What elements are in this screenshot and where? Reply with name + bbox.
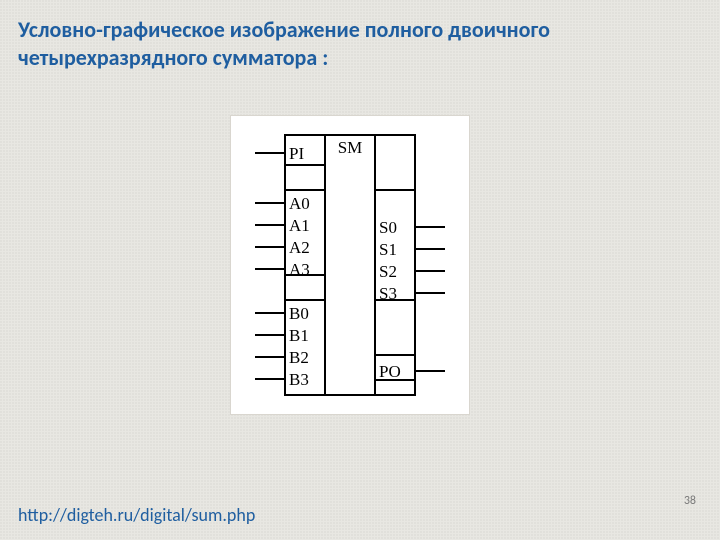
svg-text:S1: S1	[379, 240, 397, 259]
svg-text:S3: S3	[379, 284, 397, 303]
svg-text:B0: B0	[289, 304, 309, 323]
source-link: http://digteh.ru/digital/sum.php	[18, 504, 255, 526]
svg-text:A3: A3	[289, 260, 310, 279]
svg-text:B2: B2	[289, 348, 309, 367]
page-number: 38	[684, 494, 696, 508]
svg-text:A2: A2	[289, 238, 310, 257]
svg-text:A0: A0	[289, 194, 310, 213]
svg-text:PO: PO	[379, 362, 401, 381]
adder-diagram: SM PI A0 A1 A2 A3 B0 B1 B2 B3 S0 S1 S2 S3 PO	[230, 115, 470, 415]
svg-text:A1: A1	[289, 216, 310, 235]
page-title: Условно-графическое изображение полного …	[18, 16, 700, 71]
svg-text:SM: SM	[338, 138, 363, 157]
svg-text:B3: B3	[289, 370, 309, 389]
svg-text:PI: PI	[289, 144, 304, 163]
svg-text:B1: B1	[289, 326, 309, 345]
svg-text:S2: S2	[379, 262, 397, 281]
svg-text:S0: S0	[379, 218, 397, 237]
